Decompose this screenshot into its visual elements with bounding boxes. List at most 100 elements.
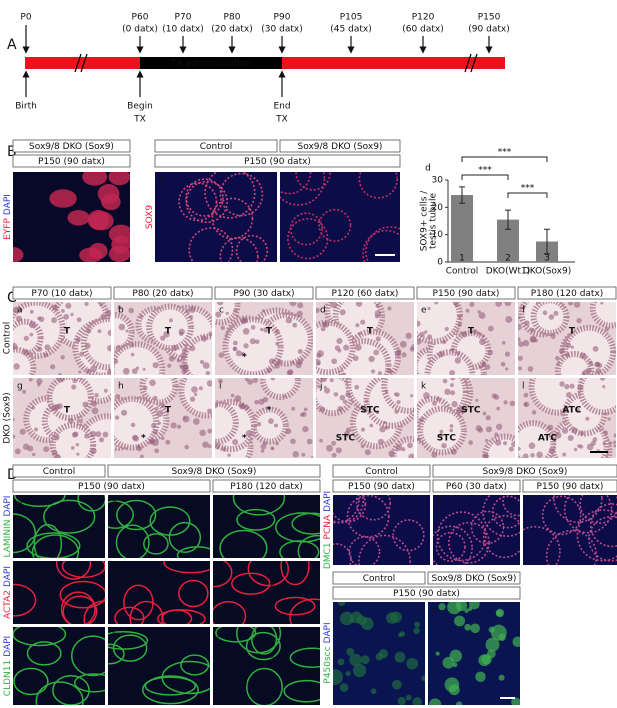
cell — [478, 654, 491, 667]
cell — [592, 346, 599, 352]
header-label: P150 (90 datx) — [537, 482, 604, 492]
cell — [200, 335, 208, 342]
cell — [559, 381, 565, 387]
cell — [396, 400, 401, 405]
cell — [84, 302, 89, 306]
micrograph: l — [523, 495, 617, 565]
tubule — [346, 495, 390, 538]
cell — [233, 308, 238, 313]
cell — [472, 329, 478, 335]
cell — [444, 388, 451, 396]
cell — [189, 315, 194, 320]
header-label: Control — [365, 467, 398, 477]
cell — [432, 400, 437, 406]
cell — [418, 417, 424, 423]
cell — [439, 433, 444, 438]
cell — [377, 438, 385, 445]
cell — [530, 327, 535, 333]
cell — [580, 352, 587, 359]
tubule — [142, 675, 199, 705]
tubule — [62, 595, 98, 624]
cell — [505, 316, 513, 323]
cell — [194, 392, 198, 397]
annotation: T — [64, 327, 71, 337]
cell — [566, 391, 572, 398]
cell — [345, 391, 351, 398]
cell — [522, 339, 530, 347]
cell — [337, 406, 344, 412]
cell — [97, 329, 102, 334]
image-background — [280, 172, 400, 262]
cell — [208, 331, 212, 337]
tubule — [88, 211, 114, 231]
cell — [191, 386, 198, 393]
tubule — [13, 583, 37, 617]
cell — [479, 338, 486, 346]
cell — [132, 435, 139, 442]
cell — [342, 399, 348, 404]
micrograph: g — [13, 627, 105, 705]
cell — [317, 384, 322, 389]
cell — [22, 348, 30, 356]
cell — [75, 443, 80, 447]
header-box — [332, 586, 521, 600]
panel-letter: e — [112, 565, 118, 575]
tubule — [247, 561, 290, 587]
tubule — [13, 627, 67, 647]
panel-letter: c — [217, 499, 222, 509]
cell — [607, 417, 611, 421]
panel-letter: l — [527, 499, 530, 509]
tubule — [236, 627, 282, 654]
cell — [368, 355, 375, 363]
cell — [95, 431, 102, 438]
cell — [484, 454, 489, 458]
tubule — [287, 218, 329, 260]
cell — [114, 358, 119, 364]
tubule — [60, 591, 96, 624]
panel-letter: c — [284, 176, 289, 186]
cell — [303, 407, 308, 412]
cell — [569, 383, 575, 389]
micrograph: c — [280, 172, 400, 262]
header-label: P150 (90 datx) — [433, 289, 500, 299]
header-box — [12, 139, 131, 153]
cell — [600, 302, 604, 305]
cell — [392, 679, 402, 690]
micrograph: k STC STC — [417, 378, 515, 458]
cell — [19, 428, 26, 435]
cell — [182, 365, 189, 372]
cell — [495, 608, 505, 618]
cell — [242, 328, 250, 335]
cell — [216, 302, 224, 306]
cell — [232, 346, 238, 352]
tubule — [161, 609, 193, 624]
tubule — [114, 341, 166, 375]
tubule — [283, 679, 320, 703]
micrograph: bT — [114, 302, 212, 375]
cell — [320, 378, 327, 383]
cell — [500, 361, 506, 367]
micrograph: b — [155, 172, 277, 262]
cell — [570, 345, 574, 349]
cell — [171, 344, 178, 352]
bar — [497, 219, 519, 262]
panel-letter: i — [219, 382, 222, 392]
timepoint-label: P80 — [224, 13, 241, 23]
panel-letter: k — [437, 499, 443, 509]
cell — [168, 355, 175, 362]
annotation: STC — [437, 434, 457, 444]
tubule — [31, 534, 80, 558]
cell — [548, 314, 555, 320]
cell — [290, 438, 296, 445]
error-bar — [505, 209, 511, 230]
header-box — [432, 479, 521, 493]
channel-name: DAPI — [323, 491, 333, 512]
annotation: STC — [336, 434, 356, 444]
annotation: T — [468, 327, 475, 337]
channel-name: SOX9 — [145, 205, 155, 229]
cell — [13, 434, 16, 439]
panel-letter: b — [118, 306, 124, 316]
cell — [487, 349, 494, 356]
cell — [316, 358, 321, 366]
timepoint-sublabel: (30 datx) — [261, 25, 302, 35]
